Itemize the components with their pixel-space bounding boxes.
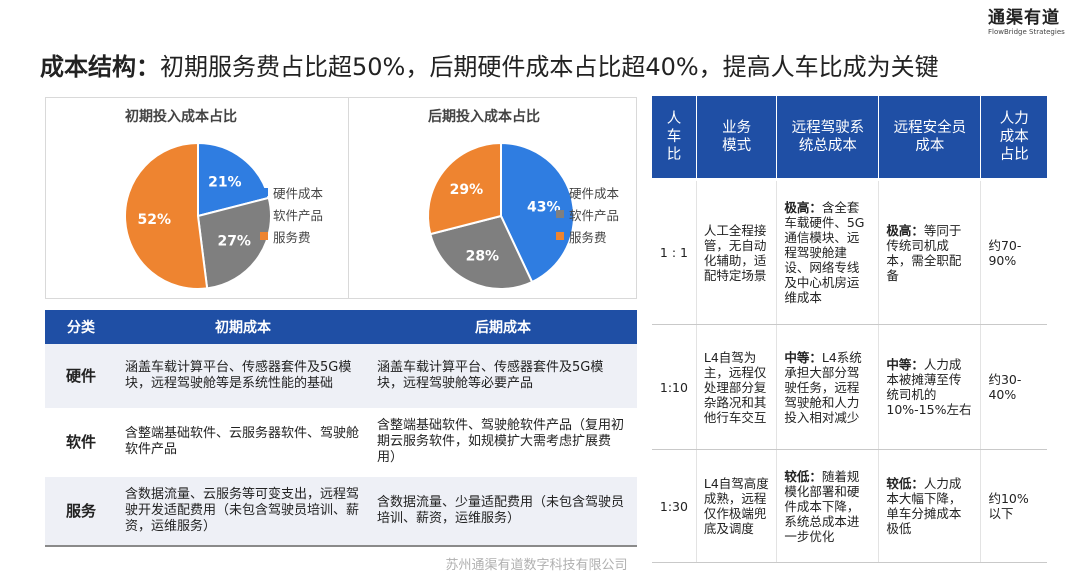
row-early: 含整端基础软件、云服务器软件、驾驶舱软件产品 [117, 408, 369, 477]
legend-item-software: 软件产品 [260, 203, 323, 225]
legend-item-software: 软件产品 [556, 203, 619, 225]
legend-swatch [260, 232, 268, 240]
title-rest: 初期服务费占比超50%，后期硬件成本占比超40%，提高人车比成为关键 [160, 53, 939, 81]
chart-late: 后期投入成本占比 43% 28% 29% 硬件成本软件产品服务费 [348, 97, 637, 299]
row-late: 含整端基础软件、驾驶舱软件产品（复用初期云服务软件，如规模扩大需考虑扩展费用） [369, 408, 637, 477]
chart-early-title: 初期投入成本占比 [125, 109, 237, 125]
legend-label: 硬件成本 [273, 185, 324, 201]
safety-cost: 极高：等同于传统司机成本，需全职配备 [878, 181, 981, 325]
legend-label: 软件产品 [273, 207, 324, 223]
business-mode: 人工全程接管，无自动化辅助，适配特定场景 [695, 181, 777, 325]
labor-share: 约30-40% [980, 324, 1047, 450]
header-ratio: 人车比 [652, 96, 697, 178]
header-system-cost: 远程驾驶系统总成本 [776, 96, 879, 178]
row-early: 涵盖车载计算平台、传感器套件及5G模块，远程驾驶舱等是系统性能的基础 [117, 344, 369, 409]
pie-slice-software [429, 214, 534, 290]
pie-slice-hardware [500, 141, 575, 284]
page-title: 成本结构：初期服务费占比超50%，后期硬件成本占比超40%，提高人车比成为关键 [40, 50, 939, 84]
pie-label-service: 29% [450, 182, 484, 198]
header-category: 分类 [45, 310, 117, 344]
ratio-row: 1 : 1 人工全程接管，无自动化辅助，适配特定场景 极高：含全套车载硬件、5G… [652, 181, 1047, 325]
labor-share: 约70-90% [980, 181, 1047, 325]
safety-cost: 中等：人力成本被摊薄至传统司机的10%-15%左右 [878, 324, 981, 450]
pie-slice-software [196, 196, 272, 290]
pie-label-hardware: 43% [527, 199, 561, 215]
legend-swatch [556, 188, 564, 196]
row-category: 硬件 [45, 344, 117, 409]
system-cost: 较低：随着规模化部署和硬件成本下降，系统总成本进一步优化 [776, 449, 879, 563]
ratio-value: 1:30 [652, 449, 697, 563]
legend-swatch [260, 210, 268, 218]
ratio-cost-table: 人车比 业务模式 远程驾驶系统总成本 远程安全员成本 人力成本占比 1 : 1 … [652, 96, 1047, 563]
ratio-value: 1:10 [652, 324, 697, 450]
title-bold: 成本结构： [40, 53, 160, 81]
footer-company: 苏州通渠有道数字科技有限公司 [445, 558, 628, 573]
pie-slice-service [427, 141, 502, 236]
pie-chart-late: 43% 28% 29% [427, 141, 575, 290]
legend-early: 硬件成本软件产品服务费 [260, 181, 323, 247]
safety-cost: 较低：人力成本大幅下降，单车分摊成本极低 [878, 449, 981, 563]
pie-label-service: 52% [138, 212, 172, 228]
pie-chart-early: 21% 27% 52% [124, 141, 272, 290]
legend-item-service: 服务费 [260, 225, 323, 247]
ratio-header-row: 人车比 业务模式 远程驾驶系统总成本 远程安全员成本 人力成本占比 [652, 96, 1047, 178]
header-safety-cost: 远程安全员成本 [878, 96, 981, 178]
row-early: 含数据流量、云服务等可变支出，远程驾驶开发适配费用（未包含驾驶员培训、薪资，运维… [117, 476, 369, 547]
logo-cn: 通渠有道 [988, 8, 1060, 28]
system-cost: 中等：L4系统承担大部分驾驶任务，远程驾驶舱和人力投入相对减少 [776, 324, 879, 450]
table-row: 硬件 涵盖车载计算平台、传感器套件及5G模块，远程驾驶舱等是系统性能的基础 涵盖… [45, 344, 637, 409]
header-late: 后期成本 [369, 310, 637, 344]
ratio-value: 1 : 1 [652, 181, 697, 325]
legend-item-hardware: 硬件成本 [556, 181, 619, 203]
header-mode: 业务模式 [695, 96, 777, 178]
legend-label: 服务费 [569, 229, 607, 245]
table-header-row: 分类 初期成本 后期成本 [45, 310, 637, 344]
row-category: 服务 [45, 476, 117, 547]
ratio-row: 1:30 L4自驾高度成熟，远程仅作极端兜底及调度 较低：随着规模化部署和硬件成… [652, 449, 1047, 563]
labor-share: 约10%以下 [980, 449, 1047, 563]
legend-swatch [556, 210, 564, 218]
legend-swatch [556, 232, 564, 240]
row-category: 软件 [45, 408, 117, 477]
legend-late: 硬件成本软件产品服务费 [556, 181, 619, 247]
header-early: 初期成本 [117, 310, 369, 344]
cost-category-table: 分类 初期成本 后期成本 硬件 涵盖车载计算平台、传感器套件及5G模块，远程驾驶… [45, 310, 637, 547]
pie-label-hardware: 21% [208, 174, 242, 190]
table-row: 软件 含整端基础软件、云服务器软件、驾驶舱软件产品 含整端基础软件、驾驶舱软件产… [45, 408, 637, 477]
system-cost: 极高：含全套车载硬件、5G通信模块、远程驾驶舱建设、网络专线及中心机房运维成本 [776, 181, 879, 325]
ratio-row: 1:10 L4自驾为主，远程仅处理部分复杂路况和其他行车交互 中等：L4系统承担… [652, 324, 1047, 450]
table-row: 服务 含数据流量、云服务等可变支出，远程驾驶开发适配费用（未包含驾驶员培训、薪资… [45, 476, 637, 547]
legend-label: 硬件成本 [569, 185, 620, 201]
business-mode: L4自驾高度成熟，远程仅作极端兜底及调度 [695, 449, 777, 563]
legend-item-hardware: 硬件成本 [260, 181, 323, 203]
legend-item-service: 服务费 [556, 225, 619, 247]
row-late: 含数据流量、少量适配费用（未包含驾驶员培训、薪资，运维服务） [369, 476, 637, 547]
legend-swatch [260, 188, 268, 196]
legend-label: 服务费 [273, 229, 311, 245]
company-logo: 通渠有道 FlowBridge Strategies [988, 8, 1070, 37]
pie-slice-service [124, 141, 209, 290]
chart-late-title: 后期投入成本占比 [428, 109, 540, 125]
pie-label-software: 27% [217, 234, 251, 250]
row-late: 涵盖车载计算平台、传感器套件及5G模块，远程驾驶舱等必要产品 [369, 344, 637, 409]
legend-label: 软件产品 [569, 207, 620, 223]
header-share: 人力成本占比 [980, 96, 1047, 178]
pie-label-software: 28% [466, 249, 500, 265]
logo-en: FlowBridge Strategies [988, 28, 1065, 36]
business-mode: L4自驾为主，远程仅处理部分复杂路况和其他行车交互 [695, 324, 777, 450]
